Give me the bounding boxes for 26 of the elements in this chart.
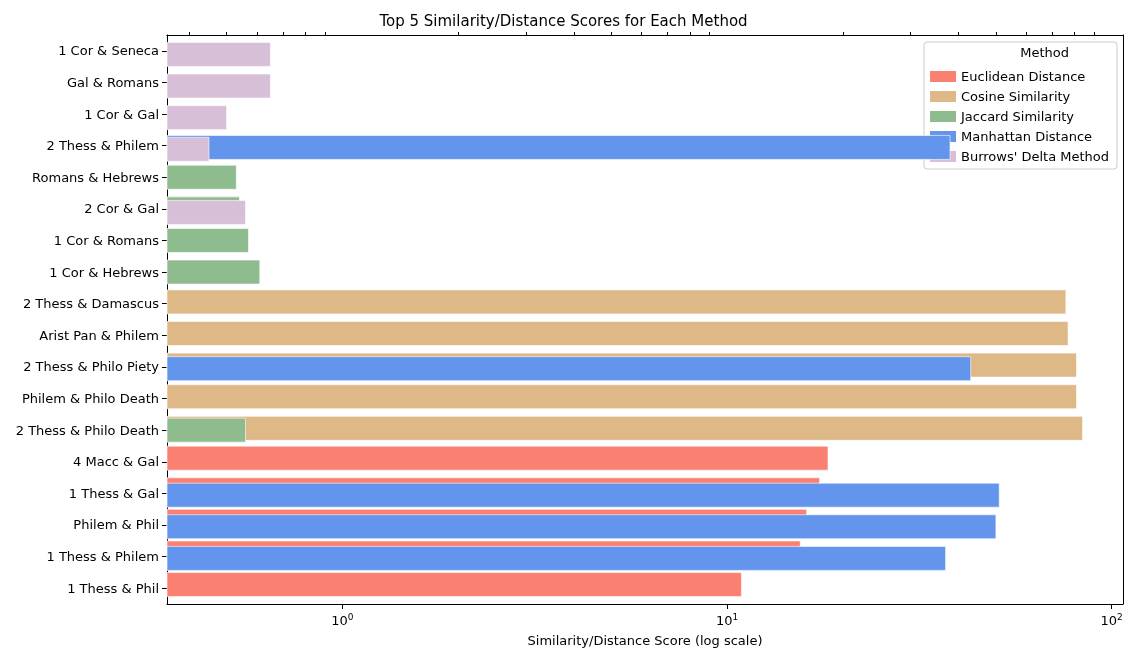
legend-label: Manhattan Distance [961,129,1093,144]
y-tick-label: Philem & Phil [73,517,159,533]
y-tick-label: 2 Thess & Philo Piety [23,359,160,375]
legend-label: Jaccard Similarity [960,109,1075,124]
y-tick-label: Gal & Romans [66,74,160,90]
y-tick-label: Romans & Hebrews [32,169,160,185]
y-tick-label: 1 Thess & Phil [67,580,159,596]
y-tick-label: 4 Macc & Gal [73,454,159,470]
y-tick-label: 1 Cor & Hebrews [49,264,160,280]
legend-label: Burrows' Delta Method [961,149,1110,164]
y-tick-label: 2 Cor & Gal [84,201,159,217]
y-tick-label: 1 Cor & Seneca [58,43,159,59]
y-tick-label: 2 Thess & Damascus [22,296,160,312]
chart-title: Top 5 Similarity/Distance Scores for Each Method [378,11,748,30]
legend-label: Cosine Similarity [961,89,1071,104]
y-tick-label: Philem & Philo Death [21,391,159,407]
y-tick-label: 1 Cor & Romans [53,232,160,248]
y-tick-label: 1 Thess & Gal [68,485,159,501]
y-tick-label: Arist Pan & Philem [39,327,159,343]
legend-label: Euclidean Distance [961,69,1086,84]
legend-title: Method [1020,45,1070,60]
y-tick-label: 1 Cor & Gal [84,106,159,122]
y-tick-label: 1 Thess & Philem [46,549,159,565]
x-axis-title: Similarity/Distance Score (log scale) [527,633,763,648]
y-tick-label: 2 Thess & Philem [46,138,159,154]
y-tick-label: 2 Thess & Philo Death [15,422,159,438]
